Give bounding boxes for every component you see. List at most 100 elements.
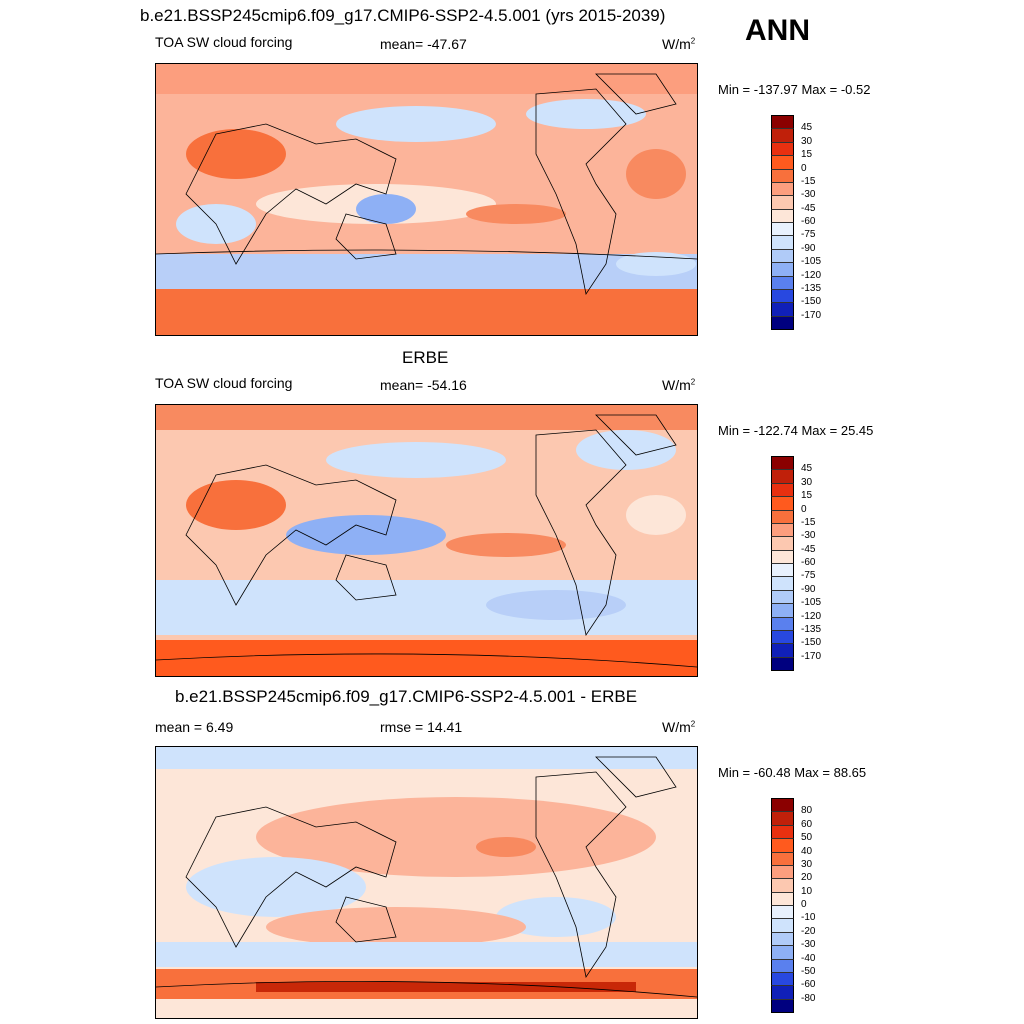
colorbar-tick-label: -90 — [801, 583, 816, 595]
colorbar-swatch — [771, 971, 794, 986]
colorbar-swatch — [771, 563, 794, 577]
colorbar-swatch — [771, 603, 794, 617]
colorbar-swatch — [771, 262, 794, 276]
colorbar-swatch — [771, 798, 794, 812]
colorbar-tick-label: 20 — [801, 872, 813, 884]
colorbar-swatch — [771, 536, 794, 551]
colorbar-tick-label: -80 — [801, 992, 816, 1004]
colorbar-swatch — [771, 302, 794, 317]
colorbar-swatch — [771, 576, 794, 591]
colorbar-swatch — [771, 168, 794, 183]
colorbar-swatch — [771, 482, 794, 497]
colorbar-tick-label: -60 — [801, 557, 816, 568]
colorbar-tick-label: -45 — [801, 202, 816, 214]
colorbar-tick-label: 50 — [801, 832, 813, 844]
colorbar-tick-label: -170 — [801, 650, 822, 662]
colorbar-tick-label: -30 — [801, 939, 816, 951]
colorbar-tick-label: 40 — [801, 845, 813, 857]
colorbar-swatch — [771, 195, 794, 210]
colorbar-swatch — [771, 275, 794, 290]
panel3-map — [155, 746, 698, 1019]
colorbar-tick-label: -135 — [801, 282, 822, 294]
figure-title: b.e21.BSSP245cmip6.f09_g17.CMIP6-SSP2-4.… — [140, 6, 666, 25]
colorbar-tick-label: 60 — [801, 818, 813, 830]
colorbar-swatch — [771, 456, 794, 470]
panel1-map — [155, 63, 698, 336]
panel1-variable-label: TOA SW cloud forcing — [155, 34, 293, 50]
colorbar-tick-label: 15 — [801, 149, 813, 161]
colorbar-swatch — [771, 115, 794, 129]
panel3-mean-label: mean = 6.49 — [155, 719, 234, 735]
colorbar-tick-label: 0 — [801, 503, 807, 515]
colorbar-tick-label: -105 — [801, 256, 822, 268]
panel2-minmax: Min = -122.74 Max = 25.45 — [718, 423, 874, 438]
colorbar-tick-label: -30 — [801, 189, 816, 201]
panel2-map — [155, 404, 698, 677]
colorbar-swatch — [771, 643, 794, 658]
colorbar-tick-label: -75 — [801, 229, 816, 241]
colorbar-tick-label: 80 — [801, 805, 813, 817]
colorbar-tick-label: -45 — [801, 543, 816, 555]
colorbar-tick-label: 0 — [801, 162, 807, 174]
panel2-title: ERBE — [402, 348, 449, 367]
colorbar-swatch — [771, 208, 794, 223]
panel1-units: W/m2 — [662, 36, 696, 52]
panel3-colorbar: 80 60 50 40 30 20 10 0 -10 -20 -30 -40 -50 -60 -80 — [771, 798, 831, 1013]
colorbar-swatch — [771, 891, 794, 906]
colorbar-swatch — [771, 315, 794, 330]
colorbar-tick-label: -15 — [801, 175, 816, 187]
colorbar-tick-label: -170 — [801, 309, 822, 321]
season-label: ANN — [745, 14, 810, 47]
colorbar-tick-label: -135 — [801, 623, 822, 635]
colorbar-tick-label: 45 — [801, 122, 813, 134]
colorbar-tick-label: -50 — [801, 965, 816, 977]
colorbar-swatch — [771, 811, 794, 826]
colorbar-swatch — [771, 985, 794, 1000]
colorbar-swatch — [771, 469, 794, 484]
panel1-minmax: Min = -137.97 Max = -0.52 — [718, 82, 871, 97]
colorbar-swatch — [771, 496, 794, 510]
colorbar-tick-label: 0 — [801, 899, 807, 910]
colorbar-swatch — [771, 522, 794, 537]
colorbar-tick-label: -60 — [801, 979, 816, 991]
colorbar-tick-label: -20 — [801, 925, 816, 937]
colorbar-swatch — [771, 945, 794, 959]
panel3-title: b.e21.BSSP245cmip6.f09_g17.CMIP6-SSP2-4.… — [175, 687, 638, 706]
colorbar-swatch — [771, 155, 794, 169]
panel3-minmax: Min = -60.48 Max = 88.65 — [718, 765, 867, 780]
colorbar-swatch — [771, 549, 794, 564]
colorbar-swatch — [771, 509, 794, 524]
colorbar-tick-label: -10 — [801, 912, 816, 924]
colorbar-tick-label: -90 — [801, 242, 816, 254]
colorbar-swatch — [771, 864, 794, 879]
colorbar-swatch — [771, 248, 794, 263]
colorbar-tick-label: -40 — [801, 952, 816, 964]
colorbar-swatch — [771, 905, 794, 919]
colorbar-swatch — [771, 838, 794, 852]
colorbar-tick-label: 30 — [801, 858, 813, 870]
colorbar-swatch — [771, 128, 794, 143]
colorbar-swatch — [771, 931, 794, 946]
colorbar-tick-label: 30 — [801, 476, 813, 488]
colorbar-tick-label: -30 — [801, 530, 816, 542]
colorbar-tick-label: -120 — [801, 610, 822, 622]
colorbar-swatch — [771, 181, 794, 196]
colorbar-swatch — [771, 589, 794, 604]
colorbar-tick-label: -150 — [801, 637, 822, 649]
colorbar-swatch — [771, 918, 794, 933]
colorbar-tick-label: -120 — [801, 269, 822, 281]
panel2-units: W/m2 — [662, 377, 696, 393]
panel2-colorbar: 45 30 15 0 -15 -30 -45 -60 -75 -90 -105 -120 -135 -15… — [771, 456, 831, 671]
colorbar-tick-label: -60 — [801, 216, 816, 227]
colorbar-swatch — [771, 998, 794, 1013]
colorbar-swatch — [771, 222, 794, 236]
colorbar-tick-label: -75 — [801, 570, 816, 582]
colorbar-swatch — [771, 878, 794, 893]
colorbar-tick-label: -105 — [801, 597, 822, 609]
colorbar-swatch — [771, 141, 794, 156]
colorbar-tick-label: -15 — [801, 516, 816, 528]
panel3-units: W/m2 — [662, 719, 696, 735]
colorbar-tick-label: 30 — [801, 135, 813, 147]
colorbar-tick-label: -150 — [801, 296, 822, 308]
colorbar-swatch — [771, 235, 794, 250]
